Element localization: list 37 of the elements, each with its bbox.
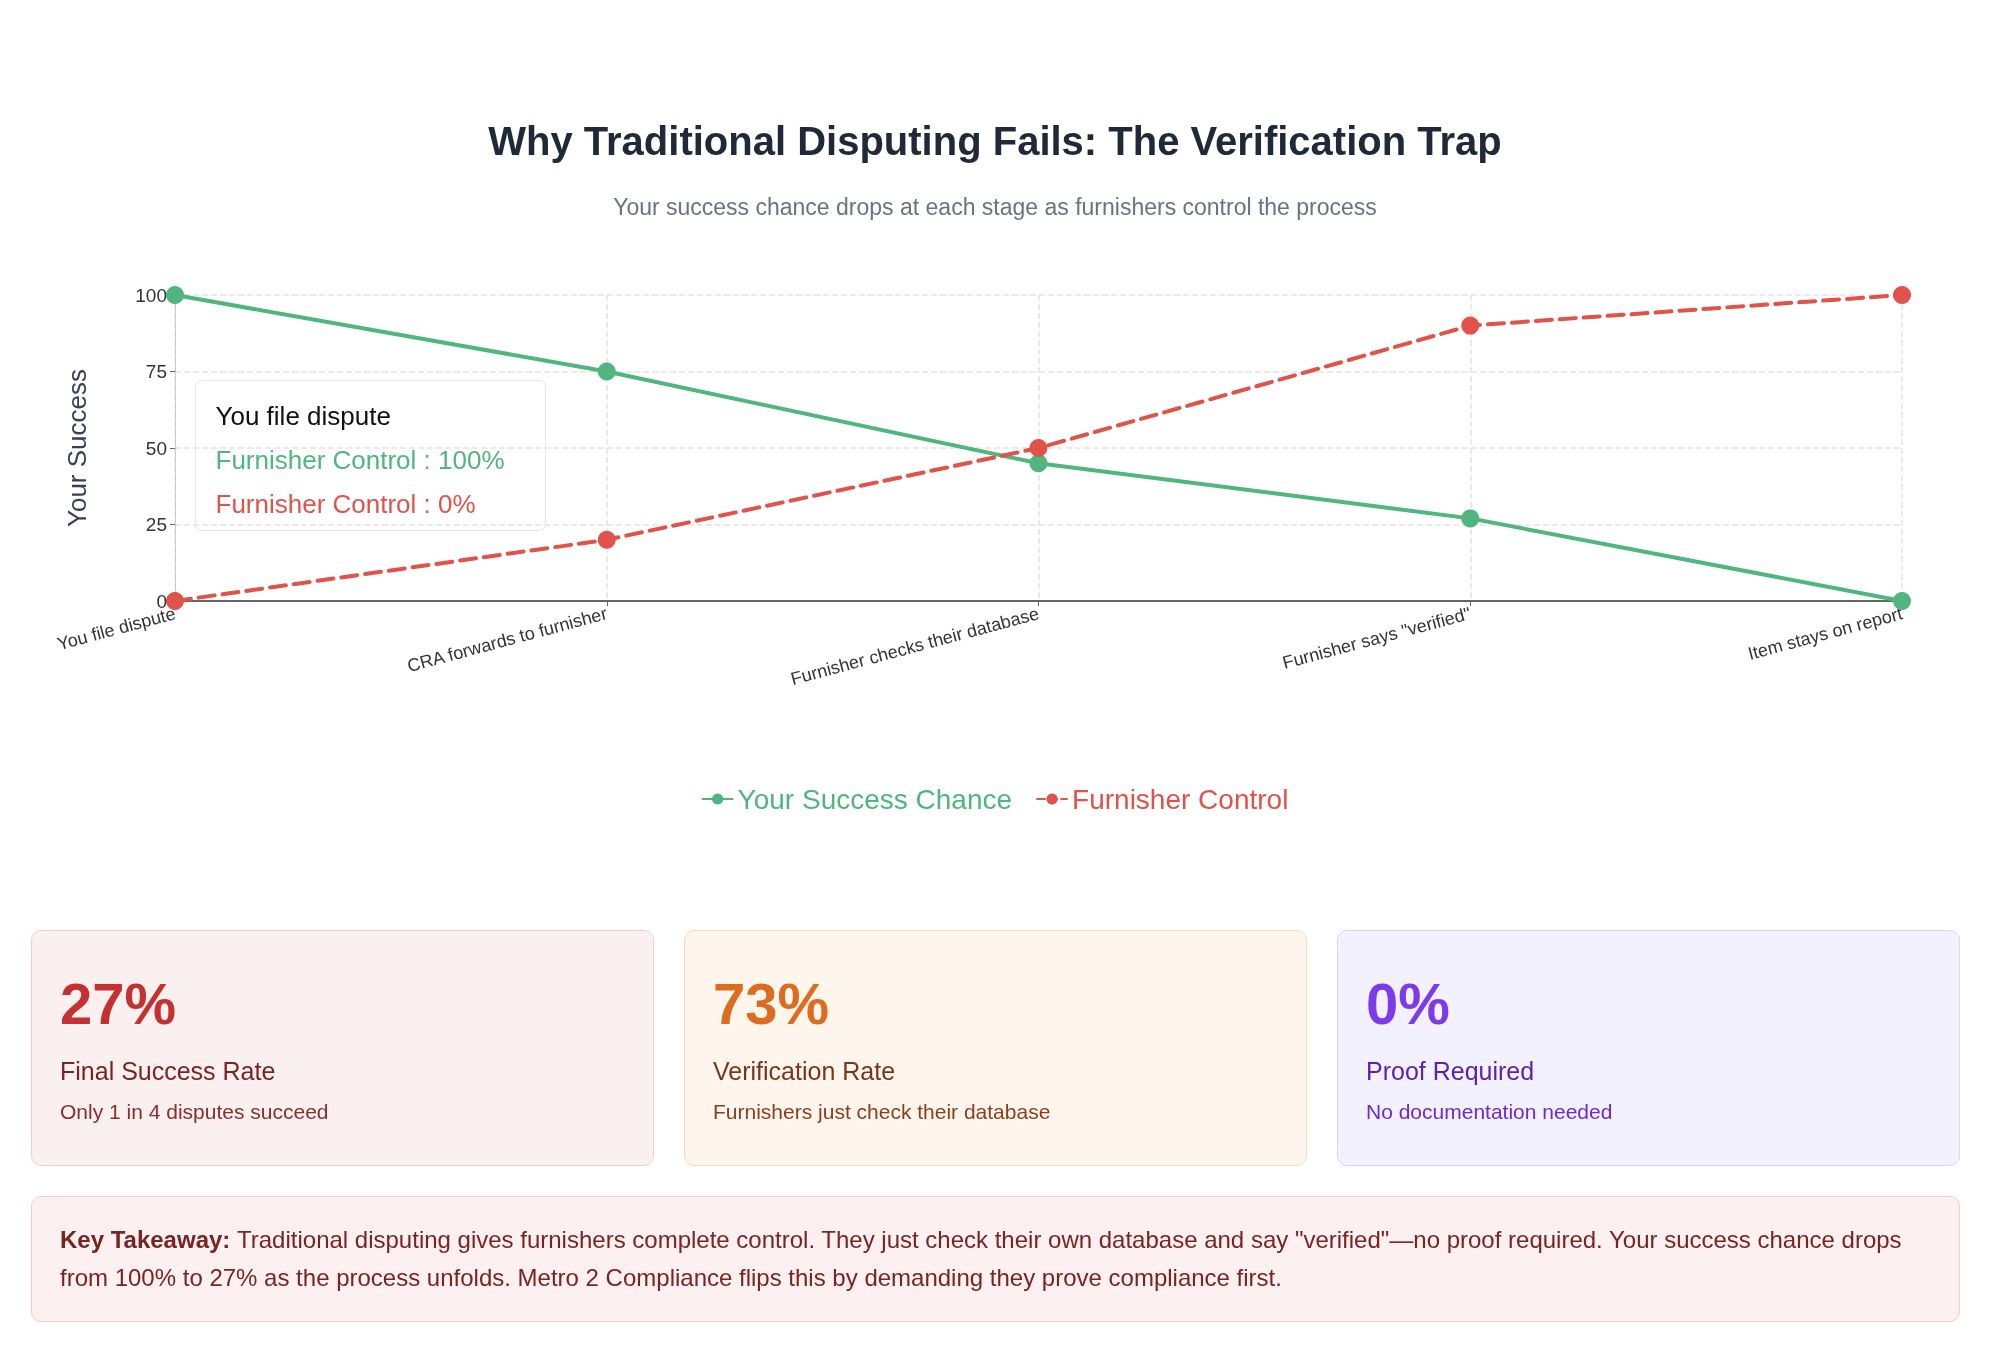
y-tick-label: 75 xyxy=(145,361,167,382)
text: No documentation needed xyxy=(1366,1100,1614,1124)
legend-label: Furnisher Control xyxy=(1072,783,1289,815)
y-tick-label: 100 xyxy=(135,284,167,306)
point xyxy=(1461,509,1480,528)
point xyxy=(166,592,184,610)
x-tick-label: Furnisher says "verified" xyxy=(1280,603,1473,673)
point xyxy=(1461,316,1480,335)
text: Proof Required xyxy=(1366,1057,1536,1086)
point xyxy=(597,362,616,381)
text: 27% xyxy=(60,970,178,1038)
chart-title: Why Traditional Disputing Fails: The Verification Trap xyxy=(488,119,1502,163)
annotation: Furnisher Control : 0% xyxy=(215,488,476,519)
x-tick-label: CRA forwards to furnisher xyxy=(405,603,610,677)
point xyxy=(166,286,184,304)
text: 0% xyxy=(1366,970,1451,1038)
y-tick-label: 50 xyxy=(145,437,167,459)
annotation: You file dispute xyxy=(215,400,391,431)
chart-subtitle: Your success chance drops at each stage as furnishers control the process xyxy=(613,193,1377,220)
text: Verification Rate xyxy=(713,1057,897,1086)
text: Furnishers just check their database xyxy=(713,1100,1052,1124)
annotation: Furnisher Control : 100% xyxy=(215,444,505,475)
x-tick-label: Item stays on report xyxy=(1745,603,1905,664)
point xyxy=(1029,439,1048,457)
legend-label: Your Success Chance xyxy=(737,783,1013,815)
y-tick-label: 25 xyxy=(145,514,167,535)
point xyxy=(597,530,616,549)
text: Final Success Rate xyxy=(60,1057,277,1086)
point xyxy=(1893,592,1911,610)
y-tick-label: 0 xyxy=(156,590,167,612)
text: Key Takeaway: xyxy=(60,1226,232,1253)
text: Only 1 in 4 disputes succeed xyxy=(60,1100,330,1124)
y-axis-title: Your Success xyxy=(62,368,92,528)
x-tick-label: Furnisher checks their database xyxy=(788,603,1042,689)
text: 73% xyxy=(713,970,831,1038)
point xyxy=(1893,286,1911,304)
point xyxy=(1029,454,1048,473)
